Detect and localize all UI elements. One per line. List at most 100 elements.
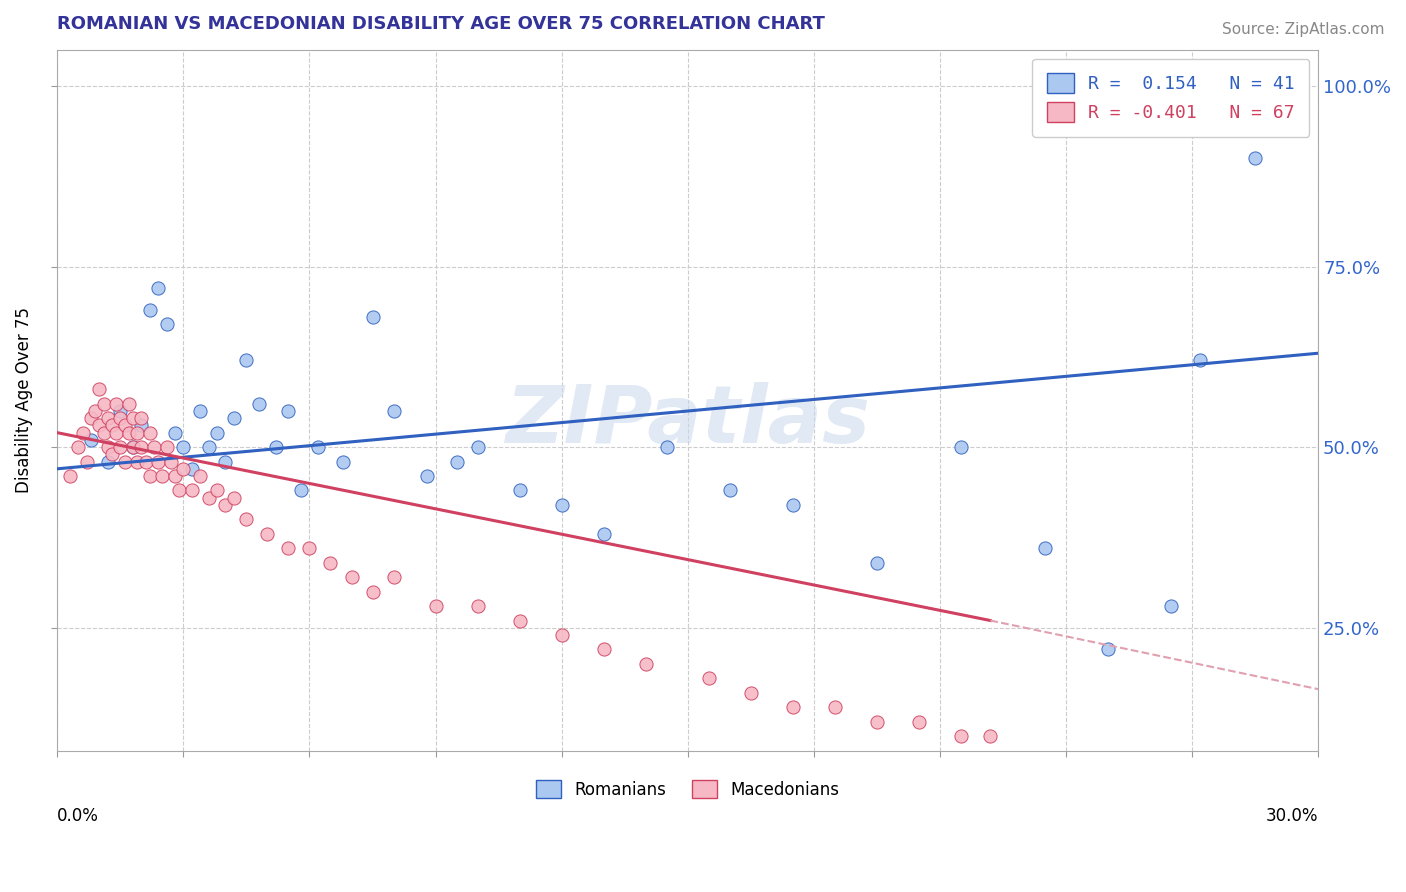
Point: [264, 440, 287, 454]
Point: [214, 454, 236, 468]
Point: [150, 469, 173, 483]
Point: [122, 411, 145, 425]
Point: [97, 440, 120, 454]
Point: [127, 425, 149, 440]
Point: [319, 556, 342, 570]
Point: [110, 404, 132, 418]
Text: 30.0%: 30.0%: [1265, 806, 1319, 824]
Point: [235, 512, 257, 526]
Point: [446, 454, 468, 468]
Point: [222, 491, 245, 505]
Point: [509, 483, 531, 498]
Point: [188, 404, 211, 418]
Point: [782, 700, 804, 714]
Point: [979, 729, 1001, 743]
Point: [361, 584, 384, 599]
Point: [93, 397, 115, 411]
Point: [105, 397, 128, 411]
Point: [155, 440, 177, 454]
Point: [67, 440, 90, 454]
Point: [80, 411, 103, 425]
Point: [655, 440, 678, 454]
Point: [340, 570, 363, 584]
Point: [197, 440, 219, 454]
Point: [127, 454, 149, 468]
Point: [188, 469, 211, 483]
Point: [550, 498, 572, 512]
Text: ROMANIAN VS MACEDONIAN DISABILITY AGE OVER 75 CORRELATION CHART: ROMANIAN VS MACEDONIAN DISABILITY AGE OV…: [58, 15, 825, 33]
Point: [101, 418, 124, 433]
Point: [93, 425, 115, 440]
Point: [290, 483, 312, 498]
Point: [122, 440, 145, 454]
Point: [467, 440, 489, 454]
Point: [235, 353, 257, 368]
Point: [84, 404, 107, 418]
Point: [949, 729, 972, 743]
Text: 0.0%: 0.0%: [58, 806, 100, 824]
Point: [214, 498, 236, 512]
Point: [247, 397, 270, 411]
Point: [131, 411, 153, 425]
Point: [131, 418, 153, 433]
Point: [139, 425, 162, 440]
Point: [1033, 541, 1056, 556]
Point: [167, 483, 190, 498]
Point: [592, 526, 614, 541]
Point: [72, 425, 94, 440]
Point: [222, 411, 245, 425]
Point: [139, 469, 162, 483]
Point: [550, 628, 572, 642]
Point: [101, 447, 124, 461]
Point: [76, 454, 98, 468]
Point: [205, 425, 228, 440]
Point: [80, 433, 103, 447]
Point: [110, 411, 132, 425]
Point: [122, 440, 145, 454]
Point: [205, 483, 228, 498]
Point: [172, 462, 194, 476]
Text: ZIPatlas: ZIPatlas: [505, 382, 870, 460]
Point: [163, 425, 186, 440]
Point: [59, 469, 82, 483]
Point: [332, 454, 354, 468]
Point: [307, 440, 329, 454]
Point: [163, 469, 186, 483]
Point: [361, 310, 384, 325]
Point: [110, 440, 132, 454]
Text: Source: ZipAtlas.com: Source: ZipAtlas.com: [1222, 22, 1385, 37]
Point: [592, 642, 614, 657]
Point: [1244, 151, 1267, 165]
Point: [740, 686, 762, 700]
Point: [139, 302, 162, 317]
Point: [382, 570, 405, 584]
Point: [180, 462, 202, 476]
Point: [89, 382, 111, 396]
Point: [131, 440, 153, 454]
Point: [277, 404, 299, 418]
Point: [135, 454, 157, 468]
Point: [118, 397, 141, 411]
Point: [197, 491, 219, 505]
Point: [89, 418, 111, 433]
Point: [509, 614, 531, 628]
Point: [298, 541, 321, 556]
Point: [146, 281, 169, 295]
Point: [146, 454, 169, 468]
Point: [824, 700, 846, 714]
Point: [908, 714, 931, 729]
Point: [114, 454, 136, 468]
Point: [382, 404, 405, 418]
Point: [866, 714, 889, 729]
Point: [97, 454, 120, 468]
Point: [949, 440, 972, 454]
Point: [782, 498, 804, 512]
Point: [634, 657, 657, 671]
Point: [425, 599, 447, 613]
Point: [143, 440, 166, 454]
Point: [1189, 353, 1212, 368]
Y-axis label: Disability Age Over 75: Disability Age Over 75: [15, 307, 32, 493]
Point: [256, 526, 278, 541]
Point: [866, 556, 889, 570]
Point: [172, 440, 194, 454]
